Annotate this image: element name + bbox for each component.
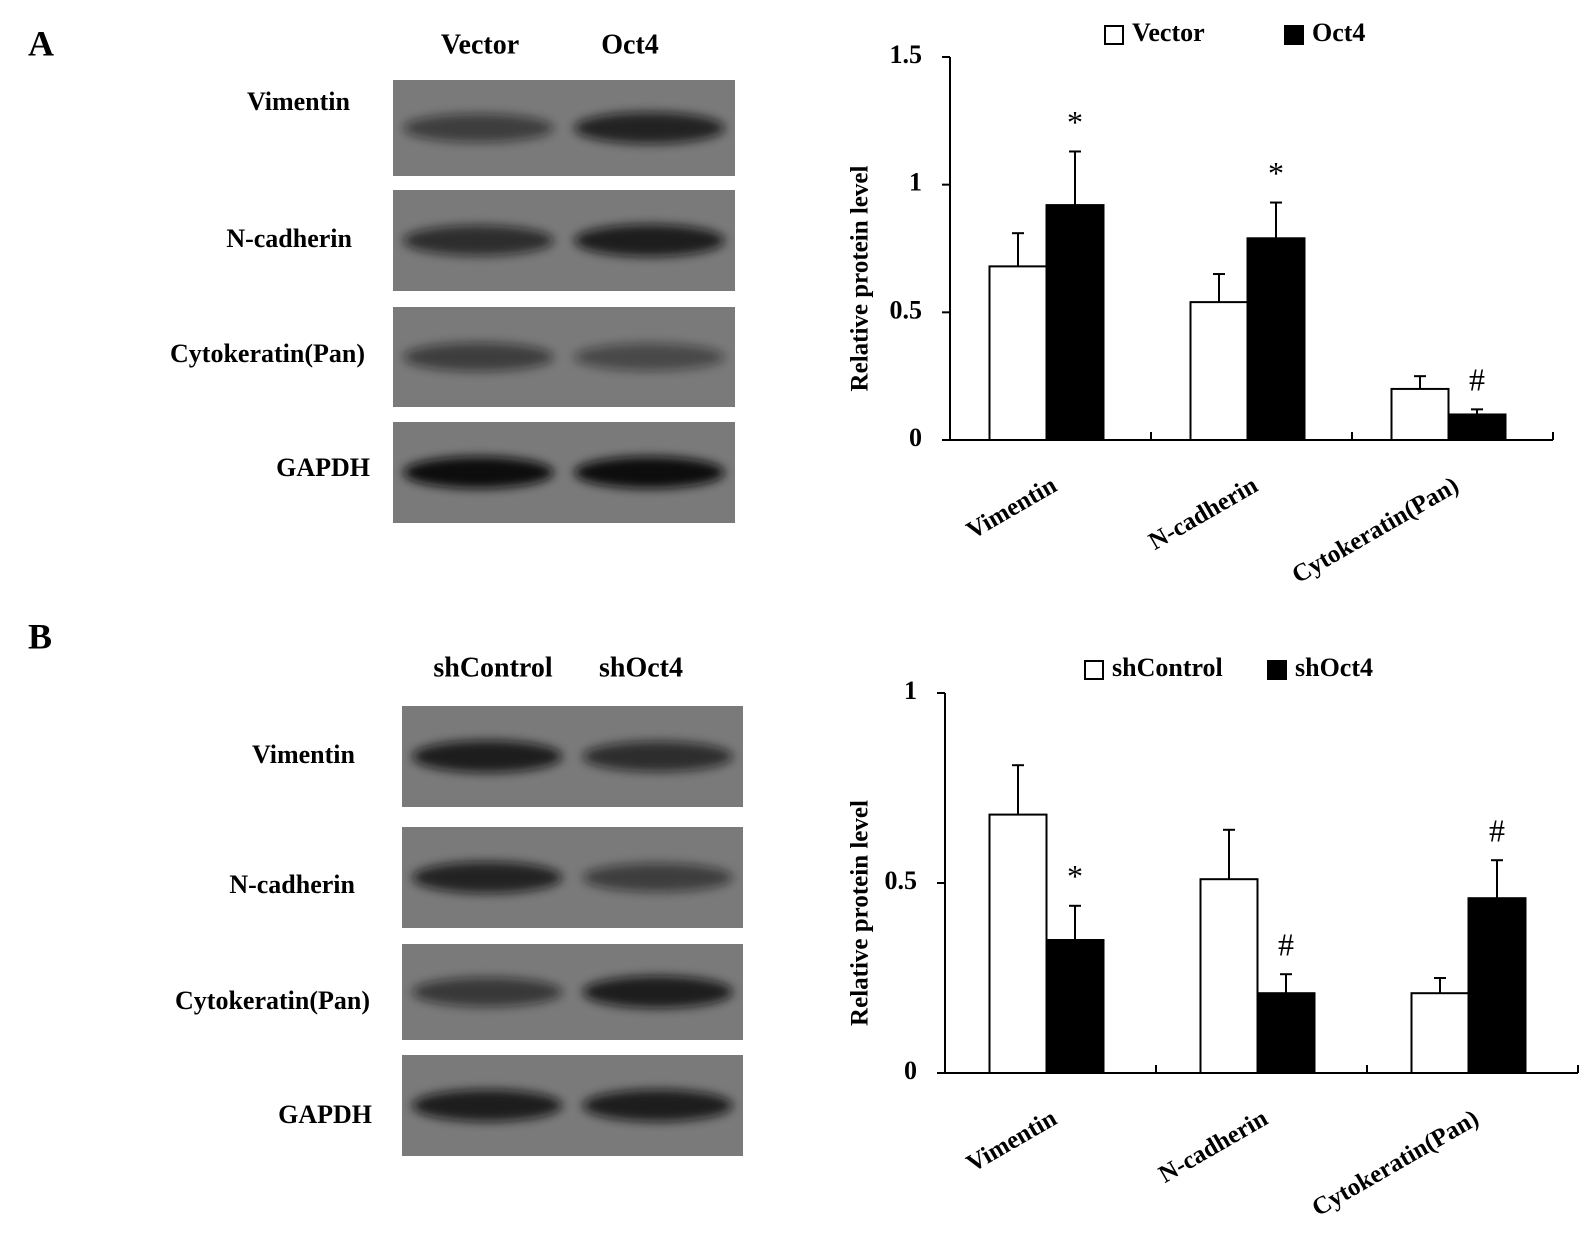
error-bar <box>1012 232 1024 267</box>
bar <box>1410 992 1470 1075</box>
legend-swatch <box>1267 660 1287 680</box>
significance-mark: * <box>1067 104 1083 140</box>
x-tick-label: N-cadherin <box>1154 1105 1272 1189</box>
blot-band <box>582 741 733 772</box>
y-tick-label: 1.5 <box>890 40 923 69</box>
row-label: Vimentin <box>247 87 351 116</box>
significance-mark: # <box>1469 362 1485 398</box>
blot-band <box>403 113 554 143</box>
bar <box>988 813 1048 1074</box>
legend-label: Oct4 <box>1312 18 1365 47</box>
error-bar <box>1434 977 1446 994</box>
y-tick-label: 0 <box>904 1056 917 1085</box>
error-bar <box>1491 859 1503 899</box>
panel-letter: A <box>28 23 54 63</box>
significance-mark: # <box>1278 927 1294 963</box>
legend-label: Vector <box>1132 18 1205 47</box>
lane-label: shControl <box>433 652 553 683</box>
x-tick-label: Cytokeratin(Pan) <box>1288 472 1464 589</box>
x-tick-label: Vimentin <box>962 472 1061 545</box>
bar <box>1199 878 1259 1075</box>
y-tick-label: 0.5 <box>890 295 923 324</box>
error-bar <box>1069 150 1081 206</box>
error-bar <box>1012 764 1024 815</box>
row-label: Cytokeratin(Pan) <box>170 339 365 368</box>
y-tick-label: 1 <box>904 676 917 705</box>
row-label: GAPDH <box>276 453 370 482</box>
x-tick-label: N-cadherin <box>1144 472 1262 556</box>
significance-mark: * <box>1268 155 1284 191</box>
blot-band <box>574 343 725 371</box>
error-bar <box>1223 828 1235 880</box>
blot-band <box>412 977 563 1007</box>
bar <box>1256 992 1316 1075</box>
row-label: N-cadherin <box>229 870 355 899</box>
error-bar <box>1270 201 1282 239</box>
blot-band <box>403 456 554 489</box>
blot-band <box>582 863 733 892</box>
error-bar <box>1471 408 1483 415</box>
error-bar <box>1069 904 1081 940</box>
error-bar <box>1414 375 1426 389</box>
y-tick-label: 0.5 <box>885 866 918 895</box>
x-tick-label: Cytokeratin(Pan) <box>1308 1105 1484 1222</box>
legend-label: shOct4 <box>1295 653 1373 682</box>
significance-mark: * <box>1067 858 1083 894</box>
row-label: N-cadherin <box>226 224 352 253</box>
bar <box>1045 939 1105 1074</box>
error-bar <box>1213 273 1225 303</box>
blot-band <box>574 456 725 489</box>
bar <box>1447 413 1507 442</box>
legend-swatch <box>1104 25 1124 45</box>
bar <box>1189 301 1249 441</box>
legend-swatch <box>1284 25 1304 45</box>
error-bar <box>1280 973 1292 994</box>
bar <box>1045 204 1105 441</box>
blot-band <box>582 975 733 1009</box>
blot-band <box>412 740 563 773</box>
y-tick-label: 0 <box>909 423 922 452</box>
blot-band <box>412 1089 563 1122</box>
lane-label: Vector <box>441 29 519 60</box>
significance-mark: # <box>1489 813 1505 849</box>
row-label: Vimentin <box>252 740 356 769</box>
panel-letter: B <box>28 616 52 656</box>
blot-band <box>574 112 725 144</box>
bar <box>988 265 1048 441</box>
row-label: Cytokeratin(Pan) <box>175 986 370 1015</box>
blot-band <box>403 225 554 256</box>
legend-swatch <box>1084 660 1104 680</box>
bar <box>1246 237 1306 441</box>
blot-band <box>582 1089 733 1122</box>
legend-label: shControl <box>1112 653 1223 682</box>
blot-band <box>574 224 725 257</box>
y-axis-label: Relative protein level <box>847 166 874 392</box>
row-label: GAPDH <box>278 1100 372 1129</box>
y-tick-label: 1 <box>909 168 922 197</box>
x-tick-label: Vimentin <box>962 1105 1061 1178</box>
lane-label: shOct4 <box>599 652 683 683</box>
y-axis-label: Relative protein level <box>847 800 874 1026</box>
bar <box>1467 897 1527 1075</box>
lane-label: Oct4 <box>601 29 659 60</box>
blot-band <box>403 342 554 372</box>
blot-band <box>412 861 563 894</box>
bar <box>1390 387 1450 441</box>
